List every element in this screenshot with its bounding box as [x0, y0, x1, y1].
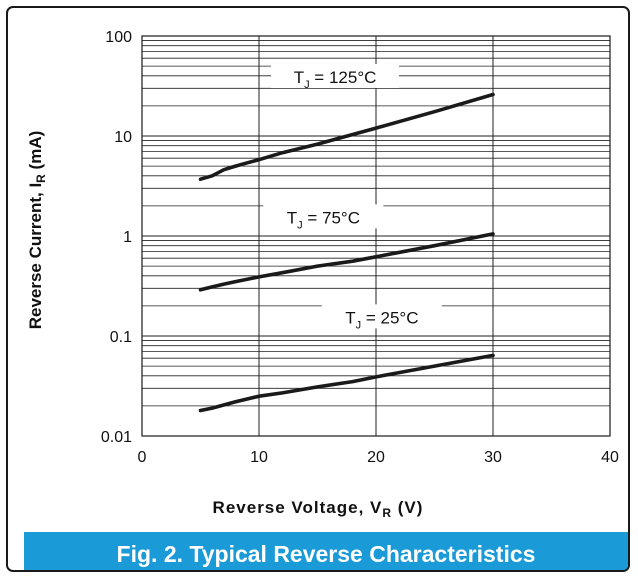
- series-label-main: T: [345, 308, 355, 327]
- series-label-rest: = 25°C: [361, 308, 418, 327]
- y-axis-title: Reverse Current, IR (mA): [26, 131, 48, 330]
- x-axis-title-subscript: R: [382, 506, 392, 520]
- y-axis-title-main: Reverse Current, I: [26, 183, 45, 329]
- y-tick-label: 1: [123, 229, 132, 246]
- series-label-main: T: [294, 68, 304, 87]
- x-tick-label: 20: [367, 449, 385, 466]
- y-tick-labels: 0.01 0.1 1 10 100: [101, 29, 132, 446]
- y-tick-label: 10: [114, 129, 132, 146]
- series-line-1: [198, 232, 495, 292]
- y-tick-label: 0.1: [110, 329, 132, 346]
- x-tick-label: 40: [601, 449, 619, 466]
- series-lines: [198, 92, 495, 413]
- series-label-subscript: J: [304, 79, 310, 91]
- x-tick-labels: 0 10 20 30 40: [138, 449, 619, 466]
- series-label-main: T: [287, 208, 297, 227]
- series-label-bg-1: [263, 204, 384, 229]
- series-label-backgrounds: [263, 64, 442, 329]
- series-label-rest: = 125°C: [310, 68, 377, 87]
- y-tick-label: 0.01: [101, 429, 132, 446]
- x-axis-title-unit: (V): [392, 498, 423, 517]
- figure-caption-text: Fig. 2. Typical Reverse Characteristics: [116, 540, 536, 567]
- series-label-bg-2: [321, 304, 442, 329]
- series-label-subscript: J: [356, 319, 362, 331]
- series-label-bg-0: [271, 64, 400, 89]
- series-label-rest: = 75°C: [303, 208, 360, 227]
- y-tick-label: 100: [105, 29, 132, 46]
- x-axis-title: Reverse Voltage, VR (V): [213, 498, 424, 520]
- series-label-0: TJ = 125°C: [294, 68, 377, 91]
- x-tick-label: 0: [138, 449, 147, 466]
- series-label-2: TJ = 25°C: [345, 308, 418, 331]
- series-label-subscript: J: [297, 219, 303, 231]
- plot-area: [141, 35, 611, 437]
- series-label-1: TJ = 75°C: [287, 208, 360, 231]
- reverse-characteristics-chart: TJ = 125°CTJ = 75°CTJ = 25°C 0 10 20 30 40 0…: [26, 29, 619, 520]
- figure-caption: Fig. 2. Typical Reverse Characteristics: [24, 532, 628, 570]
- series-line-2: [198, 353, 495, 413]
- figure-frame: TJ = 125°C TJ = 75°C TJ = 25°C 0 10 20 30 40 0…: [6, 6, 630, 572]
- x-tick-label: 10: [250, 449, 268, 466]
- x-tick-label: 30: [484, 449, 502, 466]
- series-line-0: [198, 92, 495, 181]
- x-axis-title-main: Reverse Voltage, V: [213, 498, 383, 517]
- y-axis-title-subscript: R: [34, 174, 48, 183]
- series-labels: TJ = 125°CTJ = 75°CTJ = 25°C: [287, 68, 419, 331]
- y-axis-title-unit: (mA): [26, 131, 45, 174]
